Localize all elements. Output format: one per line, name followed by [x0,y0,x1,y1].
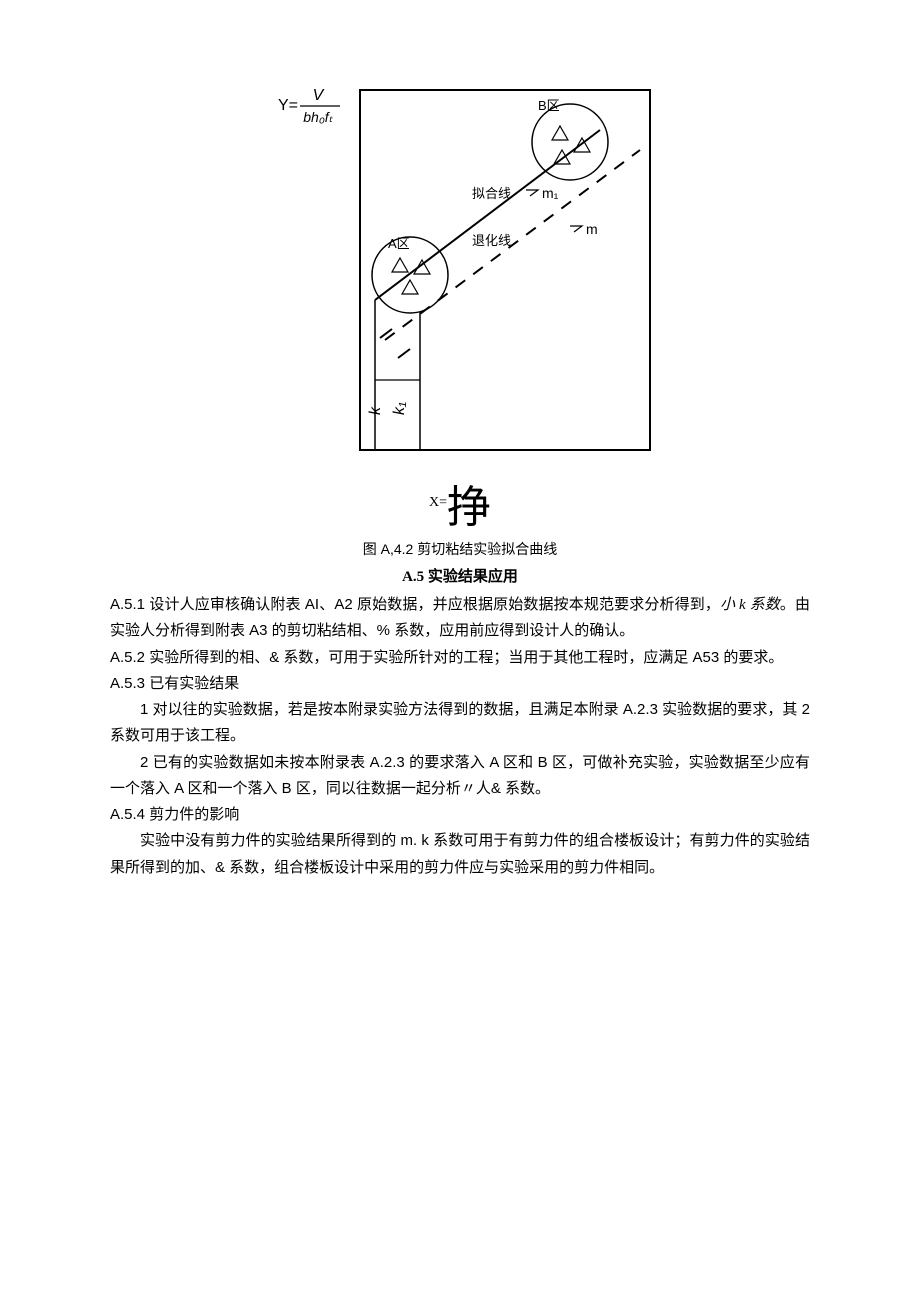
para-a54-head: A.5.4 剪力件的影响 [110,802,810,828]
m1-label: m₁ [542,185,559,201]
document-page: Y= V bh₀fₜ A区 B区 拟合线 退化线 [0,0,920,941]
region-a-label: A区 [388,236,410,251]
k-right-label: k₁ [391,402,408,415]
section-a5-heading: A.5 实验结果应用 [110,565,810,586]
para-a51-a: A.5.1 设计人应审核确认附表 AI、A2 原始数据，并应根据原始数据按本规范… [110,596,720,613]
k-left-label: k [367,406,384,415]
para-a52: A.5.2 实验所得到的相、& 系数，可用于实验所针对的工程；当用于其他工程时，… [110,645,810,671]
region-b-label: B区 [538,98,560,113]
x-eq-label: X= [429,495,447,510]
fit-line-label: 拟合线 [472,186,511,201]
degrade-line-label: 退化线 [472,233,511,248]
para-a51: A.5.1 设计人应审核确认附表 AI、A2 原始数据，并应根据原始数据按本规范… [110,592,810,645]
x-eq-big: 挣 [447,483,491,532]
x-equals: X=挣 [110,471,810,535]
y-frac-top: V [313,87,325,104]
y-axis-label-prefix: Y= [278,97,298,114]
figure-svg: Y= V bh₀fₜ A区 B区 拟合线 退化线 [260,80,660,460]
para-a54-body: 实验中没有剪力件的实验结果所得到的 m. k 系数可用于有剪力件的组合楼板设计；… [110,828,810,881]
m-label: m [586,221,598,237]
y-frac-bottom: bh₀fₜ [303,109,333,125]
para-a51-italic: 小 k 系数 [720,597,780,613]
para-a53-2: 2 已有的实验数据如未按本附录表 A.2.3 的要求落入 A 区和 B 区，可做… [110,750,810,803]
para-a53-head: A.5.3 已有实验结果 [110,671,810,697]
figure-a42: Y= V bh₀fₜ A区 B区 拟合线 退化线 [110,80,810,559]
figure-caption: 图 A,4.2 剪切粘结实验拟合曲线 [110,539,810,559]
para-a54-body-text: 实验中没有剪力件的实验结果所得到的 m. k 系数可用于有剪力件的组合楼板设计；… [110,832,810,875]
para-a53-1: 1 对以往的实验数据，若是按本附录实验方法得到的数据，且满足本附录 A.2.3 … [110,697,810,750]
